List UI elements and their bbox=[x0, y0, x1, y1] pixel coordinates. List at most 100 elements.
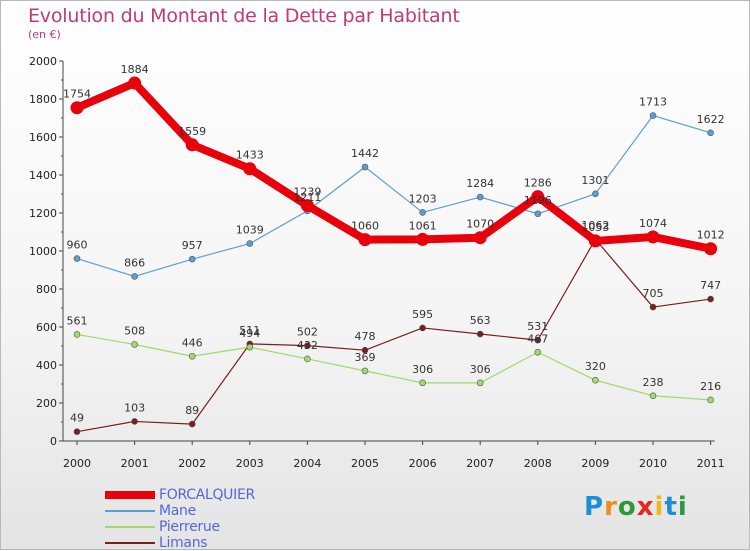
data-point bbox=[588, 234, 602, 248]
logo-letter: i bbox=[677, 492, 688, 522]
data-point bbox=[188, 420, 196, 428]
legend-label: Limans bbox=[159, 535, 208, 551]
data-point bbox=[707, 396, 714, 404]
data-point bbox=[73, 428, 81, 435]
data-label: 1060 bbox=[351, 220, 379, 233]
data-label: 446 bbox=[182, 336, 203, 349]
data-point bbox=[646, 230, 660, 244]
data-label: 1074 bbox=[639, 217, 667, 230]
logo-letter: r bbox=[604, 492, 618, 522]
legend-item: Mane bbox=[105, 503, 255, 519]
data-point bbox=[531, 190, 545, 204]
data-label: 595 bbox=[412, 308, 433, 321]
data-point bbox=[358, 233, 372, 247]
legend-item: Limans bbox=[105, 535, 255, 551]
legend-swatch bbox=[105, 510, 155, 512]
data-label: 1559 bbox=[178, 125, 206, 138]
logo-letter: x bbox=[636, 492, 655, 522]
data-point bbox=[131, 273, 138, 280]
data-label: 1039 bbox=[236, 224, 264, 237]
data-label: 103 bbox=[124, 401, 145, 414]
data-point bbox=[188, 352, 196, 360]
y-tick-label: 1400 bbox=[29, 169, 57, 182]
y-tick-label: 1600 bbox=[29, 131, 57, 144]
data-label: 49 bbox=[70, 412, 84, 425]
data-label: 1442 bbox=[351, 147, 379, 160]
series-line-forcalquier bbox=[75, 79, 712, 253]
data-label: 1884 bbox=[121, 63, 149, 76]
data-point bbox=[361, 163, 369, 171]
data-label: 563 bbox=[470, 314, 491, 327]
y-tick-label: 2000 bbox=[29, 55, 57, 68]
x-tick-label: 2010 bbox=[639, 457, 667, 470]
data-point bbox=[243, 162, 257, 176]
data-label: 369 bbox=[355, 351, 376, 364]
chart-title: Evolution du Montant de la Dette par Hab… bbox=[28, 5, 460, 27]
y-tick-label: 200 bbox=[36, 397, 57, 410]
legend-swatch bbox=[105, 542, 155, 544]
data-label: 561 bbox=[67, 314, 88, 327]
legend-item: FORCALQUIER bbox=[105, 487, 255, 503]
data-label: 467 bbox=[527, 332, 548, 345]
data-point bbox=[534, 336, 542, 344]
x-tick-label: 2003 bbox=[236, 457, 264, 470]
logo-letter: P bbox=[584, 492, 605, 522]
data-label: 1239 bbox=[293, 186, 321, 199]
data-label: 511 bbox=[239, 324, 260, 337]
legend-label: Pierrerue bbox=[159, 519, 220, 535]
data-label: 1433 bbox=[236, 149, 264, 162]
data-point bbox=[416, 232, 430, 246]
data-point bbox=[361, 346, 369, 354]
x-tick-label: 2001 bbox=[121, 457, 149, 470]
data-point bbox=[592, 190, 599, 198]
logo-letter: i bbox=[654, 492, 665, 522]
data-label: 866 bbox=[124, 256, 145, 269]
data-label: 1754 bbox=[63, 88, 91, 101]
data-point bbox=[534, 210, 542, 218]
y-tick-label: 1200 bbox=[29, 207, 57, 220]
legend-item: Pierrerue bbox=[105, 519, 255, 535]
data-point bbox=[534, 348, 542, 356]
data-point bbox=[131, 341, 138, 348]
data-label: 957 bbox=[182, 239, 203, 252]
data-label: 1301 bbox=[581, 174, 609, 187]
x-tick-label: 2002 bbox=[178, 457, 206, 470]
data-label: 238 bbox=[643, 376, 664, 389]
logo-letter: t bbox=[664, 492, 678, 522]
data-label: 705 bbox=[643, 287, 664, 300]
series-line-limans bbox=[76, 238, 711, 433]
data-point bbox=[419, 209, 426, 216]
data-point bbox=[70, 101, 84, 115]
data-point bbox=[246, 343, 254, 351]
x-tick-label: 2000 bbox=[63, 457, 91, 470]
data-label: 960 bbox=[67, 239, 88, 252]
data-label: 1713 bbox=[639, 96, 667, 109]
data-point bbox=[185, 138, 199, 152]
logo-letter: o bbox=[617, 492, 637, 522]
data-point bbox=[476, 193, 484, 201]
data-label: 1062 bbox=[581, 219, 609, 232]
data-label: 478 bbox=[355, 330, 376, 343]
data-point bbox=[304, 355, 311, 363]
data-point bbox=[188, 255, 196, 263]
y-tick-label: 0 bbox=[50, 435, 57, 448]
x-tick-label: 2005 bbox=[351, 457, 379, 470]
data-label: 1622 bbox=[697, 113, 725, 126]
data-point bbox=[592, 376, 599, 384]
y-tick-label: 400 bbox=[36, 359, 57, 372]
data-point bbox=[707, 129, 714, 137]
data-label: 1196 bbox=[524, 194, 552, 207]
legend-label: Mane bbox=[159, 503, 196, 519]
x-tick-label: 2007 bbox=[466, 457, 494, 470]
data-label: 1053 bbox=[581, 221, 609, 234]
x-tick-label: 2006 bbox=[409, 457, 437, 470]
y-tick-label: 1800 bbox=[29, 93, 57, 106]
legend-swatch bbox=[105, 526, 155, 528]
data-point bbox=[473, 231, 487, 245]
data-label: 89 bbox=[185, 404, 199, 417]
data-label: 1284 bbox=[466, 177, 494, 190]
data-label: 1286 bbox=[524, 177, 552, 190]
data-label: 1070 bbox=[466, 218, 494, 231]
data-point bbox=[649, 392, 657, 400]
